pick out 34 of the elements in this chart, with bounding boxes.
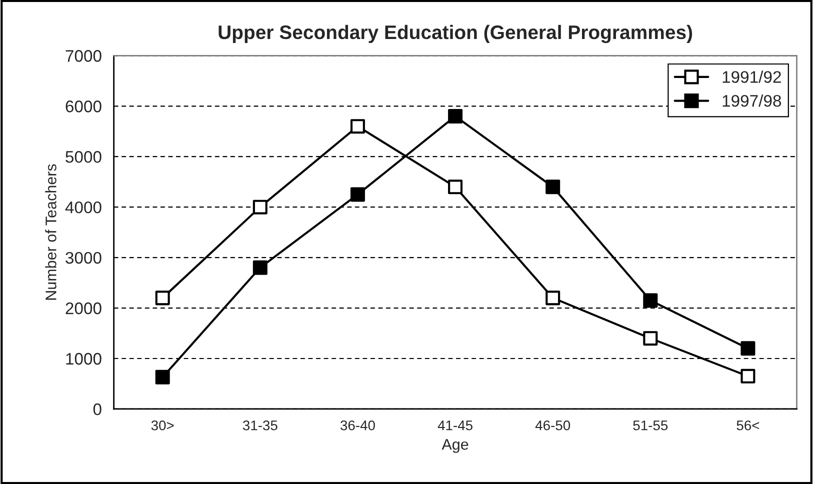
point	[155, 370, 170, 384]
x-axis-title: Age	[442, 439, 468, 453]
point	[546, 290, 560, 306]
point	[350, 187, 365, 202]
y-tick-label: 2000	[66, 302, 102, 314]
y-tick-label: 4000	[65, 201, 102, 214]
point	[546, 180, 560, 194]
x-tick-label: 41-45	[438, 420, 472, 430]
y-tick-label: 7000	[66, 50, 102, 62]
y-tick-label: 5000	[66, 151, 102, 163]
y-tick-label: 1000	[66, 352, 102, 365]
legend-label: 1997/98	[722, 94, 782, 107]
point	[350, 119, 365, 134]
legend-label: 1991/92	[722, 70, 781, 83]
point	[448, 108, 463, 124]
point	[155, 290, 170, 306]
point	[740, 341, 756, 356]
x-tick-label: 31-35	[242, 420, 278, 430]
y-tick-label: 6000	[66, 100, 102, 112]
x-tick-label: 56<	[736, 420, 760, 430]
point	[252, 200, 268, 214]
x-tick-label: 30>	[151, 420, 174, 430]
point	[448, 180, 463, 194]
x-tick-label: 36-40	[340, 420, 375, 430]
y-tick-label: 0	[93, 403, 102, 416]
point	[252, 260, 268, 275]
point	[643, 293, 658, 308]
chart-title: Upper Secondary Education (General Programmes)	[218, 24, 692, 44]
point	[740, 368, 756, 384]
point	[643, 331, 658, 346]
x-tick-label: 51-55	[633, 420, 668, 430]
y-axis-title: Number of Teachers	[45, 164, 56, 300]
y-tick-label: 3000	[66, 252, 102, 264]
x-tick-label: 46-50	[535, 420, 570, 430]
